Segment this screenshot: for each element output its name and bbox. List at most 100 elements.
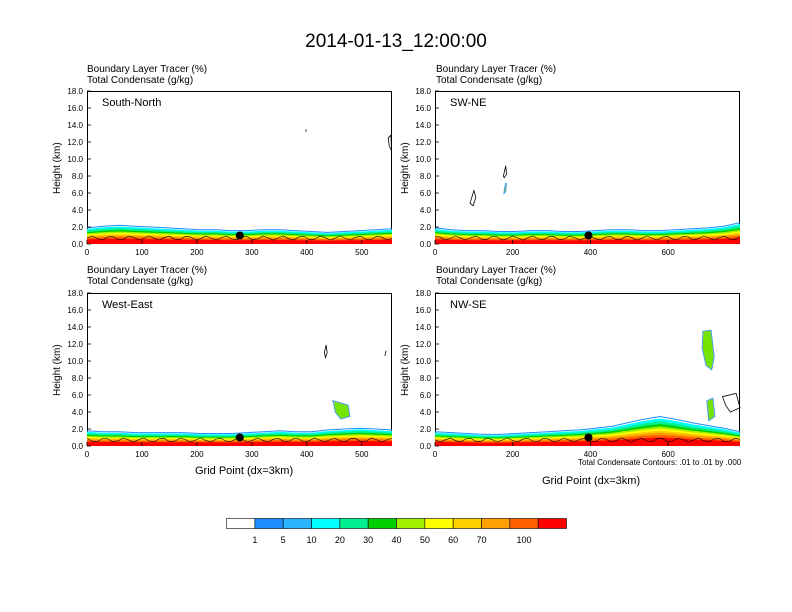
x-tick-label: 300 xyxy=(245,248,259,257)
colorbar-swatch xyxy=(339,518,369,529)
x-tick-label: 600 xyxy=(661,248,675,257)
x-tick-label: 100 xyxy=(135,248,149,257)
x-tick-label: 100 xyxy=(135,450,149,459)
y-tick-label: 8.0 xyxy=(72,374,84,383)
x-tick-label: 200 xyxy=(506,248,520,257)
colorbar-label: 5 xyxy=(281,535,286,545)
x-tick-label: 500 xyxy=(355,248,369,257)
y-tick-label: 8.0 xyxy=(420,172,432,181)
x-tick-label: 500 xyxy=(355,450,369,459)
y-tick-label: 16.0 xyxy=(415,104,431,113)
y-tick-label: 10.0 xyxy=(415,155,431,164)
panel-title: West-East xyxy=(102,299,153,311)
x-tick-label: 0 xyxy=(433,248,438,257)
x-tick-label: 300 xyxy=(245,450,259,459)
location-marker xyxy=(235,231,244,240)
x-tick-label: 0 xyxy=(85,248,90,257)
pbl-top-edge xyxy=(86,427,393,434)
y-tick-label: 8.0 xyxy=(72,172,84,181)
y-tick-label: 12.0 xyxy=(67,340,83,349)
colorbar-swatch xyxy=(396,518,426,529)
condensate-contour-feature xyxy=(384,350,387,356)
x-tick-label: 200 xyxy=(190,248,204,257)
condensate-cloud xyxy=(503,182,507,195)
location-marker xyxy=(584,231,593,240)
colorbar-swatch xyxy=(282,518,312,529)
panel-chart-svg: 0.0 2.0 4.0 6.0 8.0 10.0 12.0 14.0 16.0 18.0 0 200 4… xyxy=(415,289,741,459)
y-axis-label: Height (km) xyxy=(400,142,411,194)
x-tick-label: 400 xyxy=(584,450,598,459)
x-tick-label: 400 xyxy=(584,248,598,257)
contour-note: Total Condensate Contours: .01 to .01 by… xyxy=(578,458,742,467)
y-tick-label: 18.0 xyxy=(67,87,83,96)
y-tick-label: 16.0 xyxy=(67,306,83,315)
panel-title: SW-NE xyxy=(450,97,487,109)
colorbar-swatch xyxy=(424,518,454,529)
colorbar-swatch xyxy=(509,518,539,529)
y-tick-label: 0.0 xyxy=(72,442,84,451)
panel-header: Boundary Layer Tracer (%) Total Condensa… xyxy=(436,64,556,86)
y-tick-label: 10.0 xyxy=(67,357,83,366)
y-axis-label: Height (km) xyxy=(52,142,63,194)
panel-plot-nw-se: 0.0 2.0 4.0 6.0 8.0 10.0 12.0 14.0 16.0 18.0 0 200 4… xyxy=(415,289,741,459)
y-tick-label: 4.0 xyxy=(72,408,84,417)
condensate-contour-feature xyxy=(387,134,392,151)
location-marker xyxy=(235,433,244,442)
x-axis-label: Grid Point (dx=3km) xyxy=(542,475,641,487)
colorbar-label: 70 xyxy=(476,535,486,545)
x-tick-label: 400 xyxy=(300,450,314,459)
y-tick-label: 2.0 xyxy=(72,223,84,232)
colorbar: 1 5 10 20 30 40 50 60 70 100 xyxy=(226,518,567,545)
pbl-top-edge xyxy=(434,222,741,232)
panel-header: Boundary Layer Tracer (%) Total Condensa… xyxy=(87,265,207,287)
y-tick-label: 18.0 xyxy=(67,289,83,298)
pbl-top-edge xyxy=(86,224,393,233)
y-tick-label: 18.0 xyxy=(415,87,431,96)
y-tick-label: 16.0 xyxy=(415,306,431,315)
y-tick-label: 4.0 xyxy=(420,206,432,215)
pbl-tracer-layer xyxy=(87,440,392,446)
x-tick-label: 400 xyxy=(300,248,314,257)
colorbar-label: 10 xyxy=(306,535,316,545)
panel-plot-sw-ne: 0.0 2.0 4.0 6.0 8.0 10.0 12.0 14.0 16.0 18.0 0 200 4… xyxy=(415,87,741,257)
y-tick-label: 2.0 xyxy=(72,425,84,434)
y-tick-label: 4.0 xyxy=(72,206,84,215)
x-axis-label: Grid Point (dx=3km) xyxy=(195,465,294,477)
colorbar-swatch xyxy=(226,518,256,529)
condensate-cloud xyxy=(706,397,716,422)
y-axis-label: Height (km) xyxy=(52,344,63,396)
y-tick-label: 12.0 xyxy=(67,138,83,147)
colorbar-label: 30 xyxy=(363,535,373,545)
colorbar-label: 100 xyxy=(516,535,531,545)
pbl-tracer-layer xyxy=(435,237,740,244)
panel-plot-south-north: 0.0 2.0 4.0 6.0 8.0 10.0 12.0 14.0 16.0 18.0 0 100 2… xyxy=(67,87,393,257)
panel-plot-west-east: 0.0 2.0 4.0 6.0 8.0 10.0 12.0 14.0 16.0 18.0 0 100 2… xyxy=(67,289,393,459)
colorbar-label: 20 xyxy=(335,535,345,545)
panel-header: Boundary Layer Tracer (%) Total Condensa… xyxy=(436,265,556,287)
panel-header-line1: Boundary Layer Tracer (%) xyxy=(436,64,557,75)
y-tick-label: 6.0 xyxy=(72,391,84,400)
condensate-contour-feature xyxy=(305,129,307,132)
colorbar-swatch xyxy=(367,518,397,529)
condensate-cloud-core xyxy=(702,330,714,370)
y-tick-label: 12.0 xyxy=(415,340,431,349)
x-tick-label: 600 xyxy=(661,450,675,459)
panel-title: South-North xyxy=(102,97,162,109)
condensate-cloud-core xyxy=(333,400,350,419)
y-tick-label: 8.0 xyxy=(420,374,432,383)
y-tick-label: 10.0 xyxy=(415,357,431,366)
colorbar-label: 50 xyxy=(420,535,430,545)
y-tick-label: 0.0 xyxy=(420,240,432,249)
y-tick-label: 2.0 xyxy=(420,425,432,434)
y-tick-label: 6.0 xyxy=(420,391,432,400)
y-tick-label: 10.0 xyxy=(67,155,83,164)
colorbar-label: 40 xyxy=(391,535,401,545)
location-marker xyxy=(584,433,593,442)
condensate-contour-feature xyxy=(721,392,741,413)
panel-header-line2: Total Condensate (g/kg) xyxy=(87,276,194,287)
pbl-top-edge xyxy=(434,415,741,435)
y-tick-label: 4.0 xyxy=(420,408,432,417)
colorbar-swatch xyxy=(481,518,511,529)
pbl-tracer-layer xyxy=(87,238,392,244)
